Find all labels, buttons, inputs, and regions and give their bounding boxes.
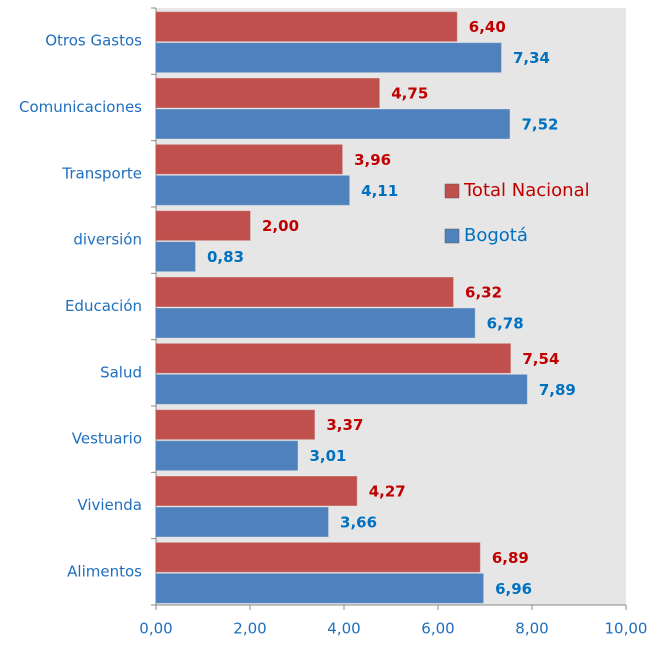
value-label: 6,40: [469, 18, 506, 36]
bar: [155, 277, 454, 307]
value-label: 3,96: [354, 151, 391, 169]
value-label: 4,75: [391, 85, 428, 103]
legend-swatch: [444, 183, 460, 199]
bar: [155, 409, 315, 440]
x-tick-label: 2,00: [233, 620, 266, 638]
y-tick-label: Vivienda: [77, 496, 142, 514]
bar: [155, 440, 298, 471]
bar: [155, 11, 458, 42]
value-label: 2,00: [262, 217, 299, 235]
value-label: 6,78: [487, 315, 524, 333]
value-label: 7,34: [513, 49, 550, 67]
bar: [155, 210, 251, 241]
y-tick-label: Alimentos: [67, 562, 142, 580]
bar: [155, 542, 481, 573]
y-tick-label: Educación: [65, 297, 142, 315]
value-label: 7,89: [539, 381, 576, 399]
bar: [155, 109, 510, 139]
value-label: 4,11: [361, 182, 398, 200]
bar: [155, 476, 358, 506]
y-tick-label: diversión: [73, 231, 142, 249]
x-tick-label: 0,00: [139, 620, 172, 638]
value-label: 7,52: [521, 116, 558, 134]
y-tick-label: Otros Gastos: [45, 32, 142, 50]
value-label: 3,37: [326, 416, 363, 434]
y-tick-label: Transporte: [61, 164, 142, 182]
value-label: 7,54: [522, 350, 559, 368]
x-tick-label: 8,00: [515, 620, 548, 638]
y-tick-label: Salud: [100, 363, 142, 381]
bar: [155, 144, 343, 175]
x-tick-label: 4,00: [327, 620, 360, 638]
value-label: 0,83: [207, 248, 244, 266]
bar: [155, 343, 511, 374]
bar: [155, 507, 329, 537]
x-tick-label: 10,00: [605, 620, 648, 638]
value-label: 6,96: [495, 580, 532, 598]
value-label: 3,01: [309, 447, 346, 465]
value-label: 3,66: [340, 514, 377, 532]
value-label: 6,32: [465, 284, 502, 302]
value-label: 4,27: [369, 483, 406, 501]
y-tick-label: Vestuario: [72, 430, 142, 448]
value-label: 6,89: [492, 549, 529, 567]
bar: [155, 374, 528, 405]
legend-label: Bogotá: [464, 225, 528, 246]
bar: [155, 175, 350, 206]
bar: [155, 42, 502, 73]
bar: [155, 241, 196, 272]
legend-swatch: [444, 228, 460, 244]
y-tick-label: Comunicaciones: [19, 98, 142, 116]
bar: [155, 573, 484, 604]
bar: [155, 308, 476, 338]
legend-label: Total Nacional: [463, 180, 590, 201]
x-tick-label: 6,00: [421, 620, 454, 638]
bar: [155, 78, 380, 108]
